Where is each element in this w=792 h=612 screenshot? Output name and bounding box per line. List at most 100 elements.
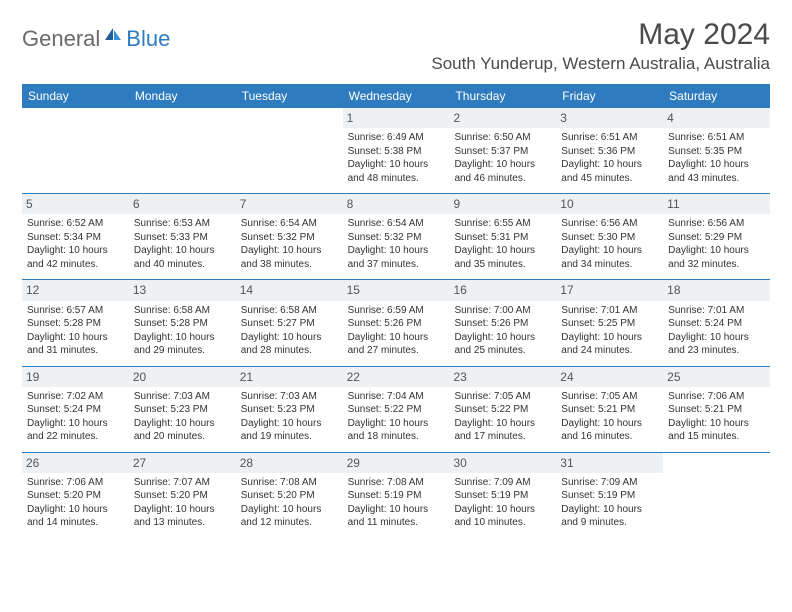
day-number: 31 xyxy=(556,453,663,473)
sunrise-line: Sunrise: 7:07 AM xyxy=(134,476,231,490)
day-number: 30 xyxy=(449,453,556,473)
day-number: 10 xyxy=(556,194,663,214)
sunset-line: Sunset: 5:36 PM xyxy=(561,145,658,159)
sunset-line: Sunset: 5:23 PM xyxy=(134,403,231,417)
location: South Yunderup, Western Australia, Austr… xyxy=(431,54,770,74)
day-header-row: SundayMondayTuesdayWednesdayThursdayFrid… xyxy=(22,84,770,108)
logo-text-blue: Blue xyxy=(126,26,170,52)
day-header: Wednesday xyxy=(343,84,450,108)
calendar-cell: 31Sunrise: 7:09 AMSunset: 5:19 PMDayligh… xyxy=(556,453,663,538)
calendar-cell: 20Sunrise: 7:03 AMSunset: 5:23 PMDayligh… xyxy=(129,367,236,452)
sunset-line: Sunset: 5:26 PM xyxy=(454,317,551,331)
calendar-cell xyxy=(22,108,129,193)
daylight-line: Daylight: 10 hours and 27 minutes. xyxy=(348,331,445,358)
daylight-line: Daylight: 10 hours and 29 minutes. xyxy=(134,331,231,358)
daylight-line: Daylight: 10 hours and 22 minutes. xyxy=(27,417,124,444)
sunrise-line: Sunrise: 7:02 AM xyxy=(27,390,124,404)
daylight-line: Daylight: 10 hours and 18 minutes. xyxy=(348,417,445,444)
day-number: 25 xyxy=(663,367,770,387)
header: General Blue May 2024 South Yunderup, We… xyxy=(22,18,770,74)
day-number: 8 xyxy=(343,194,450,214)
day-number: 17 xyxy=(556,280,663,300)
sunset-line: Sunset: 5:30 PM xyxy=(561,231,658,245)
sunset-line: Sunset: 5:35 PM xyxy=(668,145,765,159)
calendar-cell: 14Sunrise: 6:58 AMSunset: 5:27 PMDayligh… xyxy=(236,280,343,365)
day-number: 6 xyxy=(129,194,236,214)
calendar: SundayMondayTuesdayWednesdayThursdayFrid… xyxy=(22,84,770,538)
calendar-cell: 19 Sunrise: 7:02 AMSunset: 5:24 PMDayligh… xyxy=(22,367,129,452)
sunrise-line: Sunrise: 6:55 AM xyxy=(454,217,551,231)
day-number: 26 xyxy=(22,453,129,473)
sunrise-line: Sunrise: 6:56 AM xyxy=(668,217,765,231)
sunset-line: Sunset: 5:32 PM xyxy=(241,231,338,245)
calendar-cell xyxy=(129,108,236,193)
sunrise-line: Sunrise: 7:00 AM xyxy=(454,304,551,318)
daylight-line: Daylight: 10 hours and 15 minutes. xyxy=(668,417,765,444)
daylight-line: Daylight: 10 hours and 31 minutes. xyxy=(27,331,124,358)
calendar-cell xyxy=(236,108,343,193)
daylight-line: Daylight: 10 hours and 38 minutes. xyxy=(241,244,338,271)
sunrise-line: Sunrise: 7:09 AM xyxy=(454,476,551,490)
sunset-line: Sunset: 5:32 PM xyxy=(348,231,445,245)
calendar-cell: 4Sunrise: 6:51 AMSunset: 5:35 PMDaylight… xyxy=(663,108,770,193)
sunset-line: Sunset: 5:27 PM xyxy=(241,317,338,331)
sunset-line: Sunset: 5:28 PM xyxy=(134,317,231,331)
sunset-line: Sunset: 5:24 PM xyxy=(668,317,765,331)
calendar-cell: 3Sunrise: 6:51 AMSunset: 5:36 PMDaylight… xyxy=(556,108,663,193)
daylight-line: Daylight: 10 hours and 46 minutes. xyxy=(454,158,551,185)
day-number: 1 xyxy=(343,108,450,128)
sunset-line: Sunset: 5:21 PM xyxy=(668,403,765,417)
week-row: 12Sunrise: 6:57 AMSunset: 5:28 PMDayligh… xyxy=(22,279,770,365)
day-number: 24 xyxy=(556,367,663,387)
daylight-line: Daylight: 10 hours and 25 minutes. xyxy=(454,331,551,358)
calendar-cell: 27Sunrise: 7:07 AMSunset: 5:20 PMDayligh… xyxy=(129,453,236,538)
day-number: 19 xyxy=(22,367,129,387)
calendar-cell: 25Sunrise: 7:06 AMSunset: 5:21 PMDayligh… xyxy=(663,367,770,452)
daylight-line: Daylight: 10 hours and 24 minutes. xyxy=(561,331,658,358)
sunrise-line: Sunrise: 7:08 AM xyxy=(241,476,338,490)
daylight-line: Daylight: 10 hours and 16 minutes. xyxy=(561,417,658,444)
sunset-line: Sunset: 5:19 PM xyxy=(348,489,445,503)
sunset-line: Sunset: 5:26 PM xyxy=(348,317,445,331)
daylight-line: Daylight: 10 hours and 17 minutes. xyxy=(454,417,551,444)
sunrise-line: Sunrise: 7:04 AM xyxy=(348,390,445,404)
day-number: 4 xyxy=(663,108,770,128)
daylight-line: Daylight: 10 hours and 13 minutes. xyxy=(134,503,231,530)
day-header: Friday xyxy=(556,84,663,108)
sunrise-line: Sunrise: 6:57 AM xyxy=(27,304,124,318)
sunset-line: Sunset: 5:24 PM xyxy=(27,403,124,417)
sunrise-line: Sunrise: 6:59 AM xyxy=(348,304,445,318)
calendar-cell: 2Sunrise: 6:50 AMSunset: 5:37 PMDaylight… xyxy=(449,108,556,193)
sunrise-line: Sunrise: 6:49 AM xyxy=(348,131,445,145)
day-number: 18 xyxy=(663,280,770,300)
day-number: 15 xyxy=(343,280,450,300)
sunset-line: Sunset: 5:29 PM xyxy=(668,231,765,245)
daylight-line: Daylight: 10 hours and 19 minutes. xyxy=(241,417,338,444)
daylight-line: Daylight: 10 hours and 32 minutes. xyxy=(668,244,765,271)
day-number: 13 xyxy=(129,280,236,300)
daylight-line: Daylight: 10 hours and 43 minutes. xyxy=(668,158,765,185)
sunset-line: Sunset: 5:23 PM xyxy=(241,403,338,417)
sunset-line: Sunset: 5:28 PM xyxy=(27,317,124,331)
daylight-line: Daylight: 10 hours and 9 minutes. xyxy=(561,503,658,530)
calendar-cell: 23Sunrise: 7:05 AMSunset: 5:22 PMDayligh… xyxy=(449,367,556,452)
daylight-line: Daylight: 10 hours and 10 minutes. xyxy=(454,503,551,530)
sunset-line: Sunset: 5:19 PM xyxy=(561,489,658,503)
day-header: Thursday xyxy=(449,84,556,108)
calendar-cell: 28Sunrise: 7:08 AMSunset: 5:20 PMDayligh… xyxy=(236,453,343,538)
calendar-cell: 26Sunrise: 7:06 AMSunset: 5:20 PMDayligh… xyxy=(22,453,129,538)
calendar-cell: 13Sunrise: 6:58 AMSunset: 5:28 PMDayligh… xyxy=(129,280,236,365)
calendar-cell: 1Sunrise: 6:49 AMSunset: 5:38 PMDaylight… xyxy=(343,108,450,193)
logo-text-general: General xyxy=(22,26,100,52)
calendar-cell: 7Sunrise: 6:54 AMSunset: 5:32 PMDaylight… xyxy=(236,194,343,279)
daylight-line: Daylight: 10 hours and 45 minutes. xyxy=(561,158,658,185)
day-number: 20 xyxy=(129,367,236,387)
day-number: 11 xyxy=(663,194,770,214)
calendar-cell xyxy=(663,453,770,538)
sunrise-line: Sunrise: 6:50 AM xyxy=(454,131,551,145)
sunrise-line: Sunrise: 6:54 AM xyxy=(348,217,445,231)
day-header: Saturday xyxy=(663,84,770,108)
daylight-line: Daylight: 10 hours and 34 minutes. xyxy=(561,244,658,271)
day-header: Monday xyxy=(129,84,236,108)
sunrise-line: Sunrise: 6:51 AM xyxy=(561,131,658,145)
